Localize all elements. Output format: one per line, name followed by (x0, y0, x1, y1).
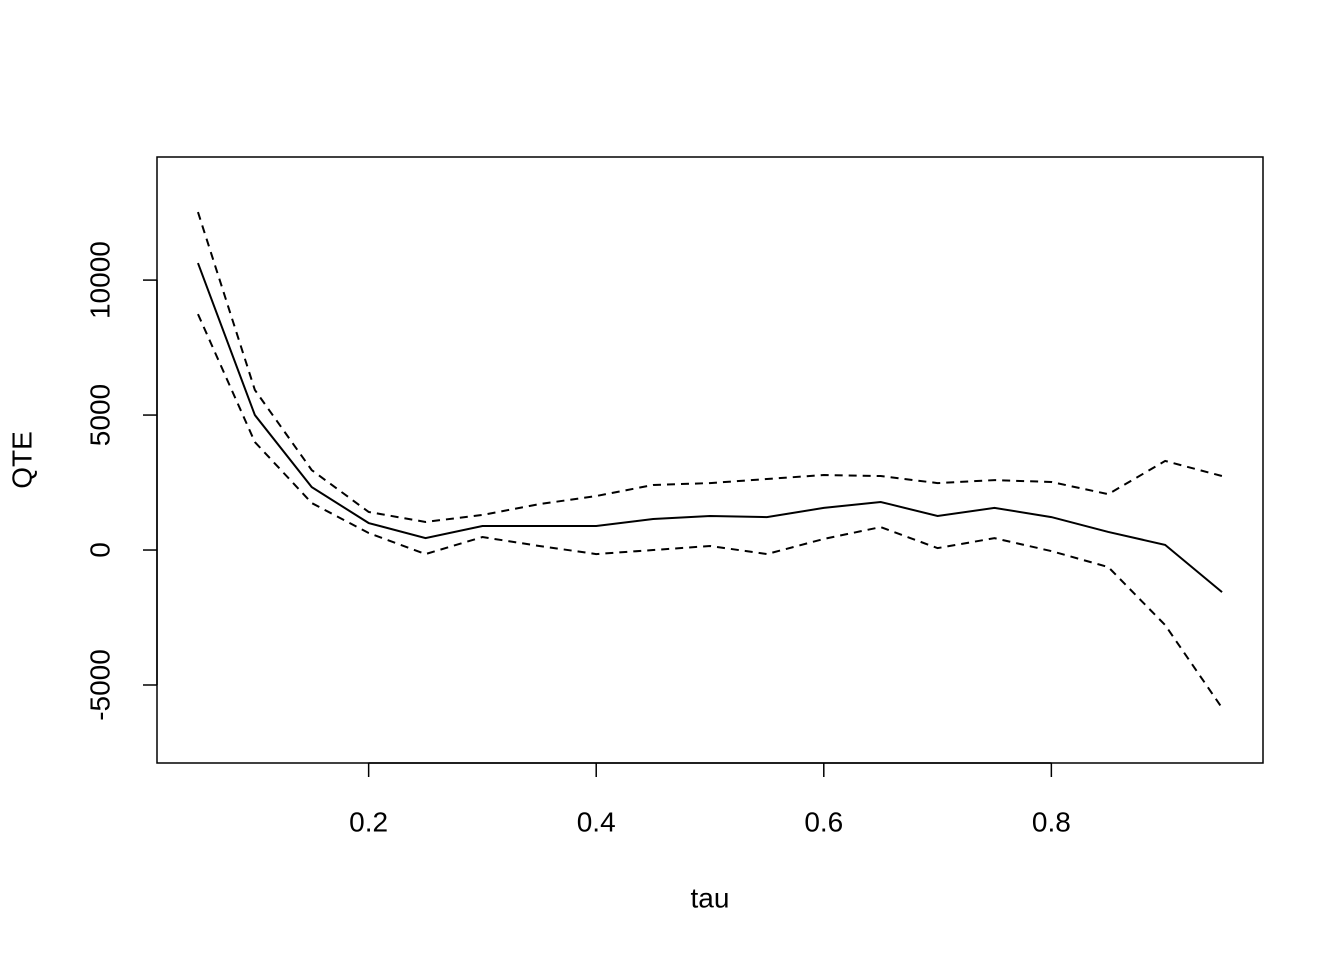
x-tick-label: 0.4 (577, 806, 616, 837)
x-tick-label: 0.2 (349, 806, 388, 837)
line-series (197, 313, 1223, 709)
x-axis-label: tau (691, 882, 730, 913)
y-tick-label: 0 (84, 542, 115, 558)
y-axis-label: QTE (6, 431, 37, 489)
line-series (197, 262, 1223, 593)
plot-box (156, 156, 1264, 764)
x-tick-label: 0.6 (804, 806, 843, 837)
y-tick-label: -5000 (84, 649, 115, 721)
y-tick-label: 10000 (84, 241, 115, 319)
line-series (197, 211, 1223, 523)
y-tick-label: 5000 (84, 384, 115, 446)
x-tick-label: 0.8 (1032, 806, 1071, 837)
